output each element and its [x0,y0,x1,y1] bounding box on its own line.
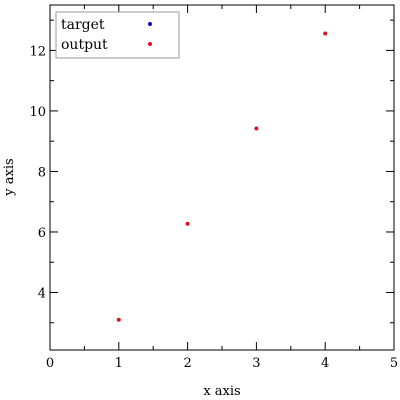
x-tick-label: 4 [321,356,329,371]
data-point-output [116,317,121,322]
y-tick-label: 4 [38,287,46,302]
legend-label-output: output [61,37,108,53]
y-axis-ticks: 4 6 8 10 12 [29,19,394,324]
legend-marker-target [148,22,152,26]
legend-box [55,11,180,59]
y-tick-label: 8 [38,165,46,180]
data-points [116,31,328,322]
y-tick-label: 12 [29,44,46,59]
y-tick-label: 6 [38,226,46,241]
legend: target output [55,11,180,59]
x-tick-label: 1 [115,356,123,371]
x-tick-label: 3 [252,356,260,371]
y-tick-label: 10 [29,105,46,120]
data-point-output [185,221,190,226]
x-tick-label: 0 [46,356,54,371]
x-tick-label: 5 [390,356,398,371]
legend-label-target: target [61,17,105,33]
legend-marker-output [148,42,152,46]
data-point-output [323,31,328,36]
data-point-output [254,126,259,131]
x-tick-label: 2 [183,356,191,371]
x-axis-label: x axis [203,384,240,399]
y-axis-label: y axis [2,158,17,196]
x-axis-ticks: 0 1 2 3 4 5 [46,5,398,371]
